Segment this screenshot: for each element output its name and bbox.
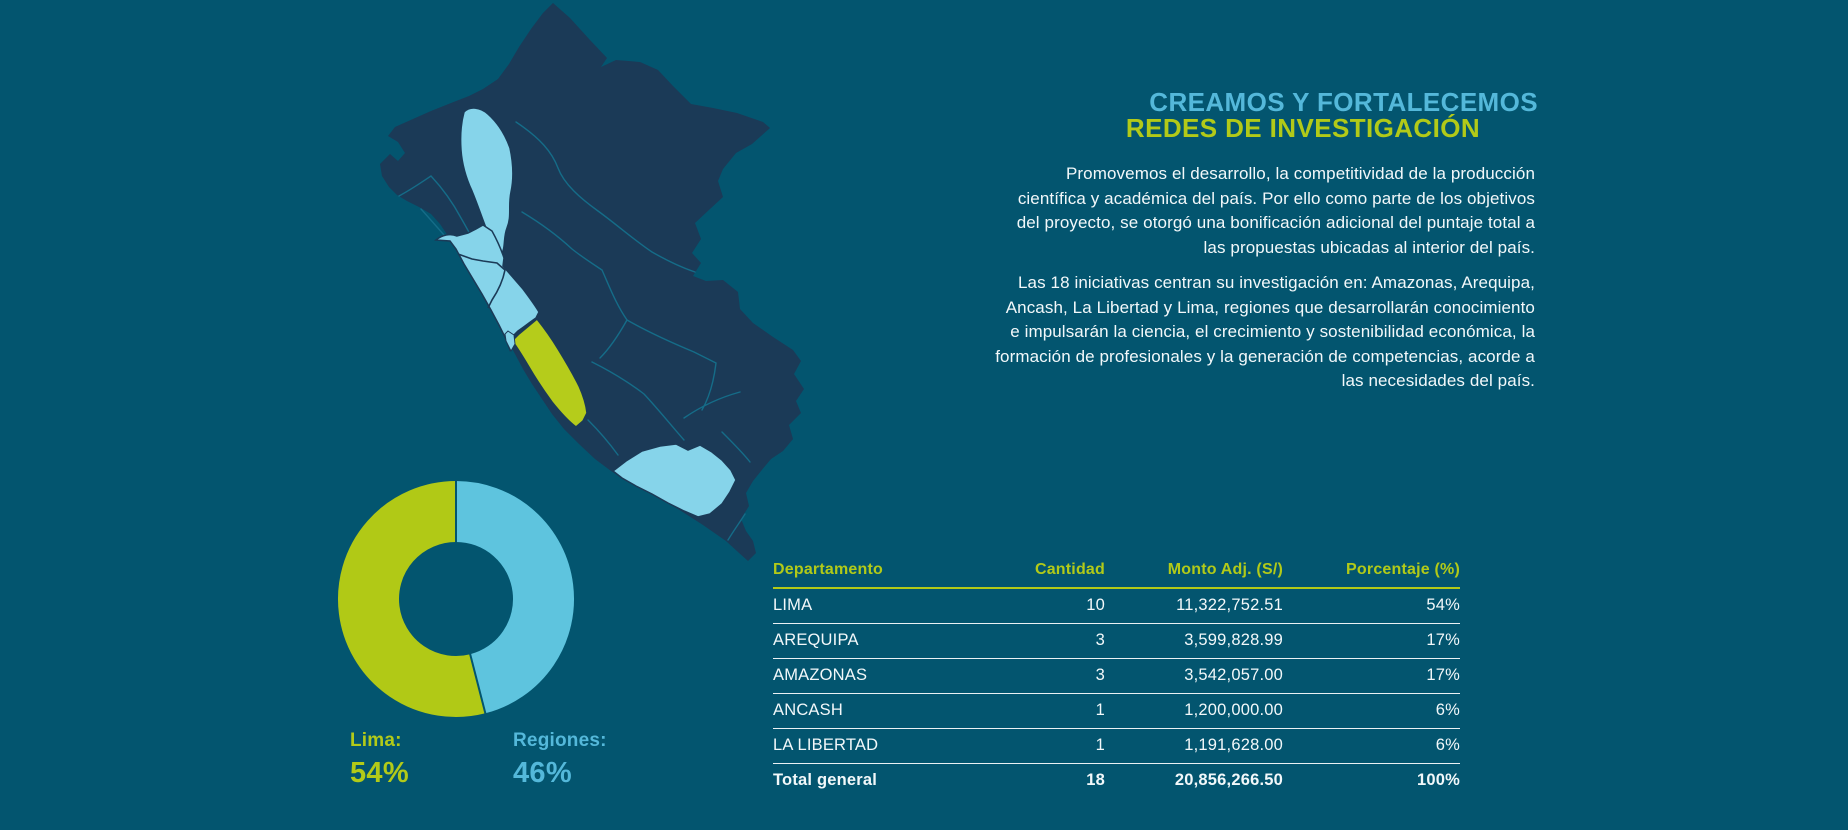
departments-table: Departamento Cantidad Monto Adj. (S/) Po…: [773, 556, 1460, 798]
header-monto: Monto Adj. (S/): [1105, 556, 1283, 589]
donut-chart: [338, 477, 574, 718]
cell-departamento: LIMA: [773, 588, 973, 624]
cell-monto: 1,200,000.00: [1105, 693, 1283, 729]
donut-slice-regiones: [454, 481, 574, 714]
table-header-row: Departamento Cantidad Monto Adj. (S/) Po…: [773, 556, 1460, 589]
cell-departamento: AMAZONAS: [773, 658, 973, 694]
donut-slice-separators: [455, 477, 488, 718]
region-arequipa: [611, 443, 737, 518]
department-borders: [398, 121, 751, 541]
header-cantidad: Cantidad: [973, 556, 1105, 589]
region-la-libertad-ancash: [434, 224, 540, 352]
peru-map: [380, 3, 804, 561]
cell-porcentaje: 6%: [1283, 728, 1460, 764]
legend-regiones-value: 46%: [513, 756, 572, 789]
cell-departamento: LA LIBERTAD: [773, 728, 973, 764]
cell-monto: 3,599,828.99: [1105, 623, 1283, 659]
cell-departamento: Total general: [773, 771, 878, 789]
region-lima: [512, 317, 588, 428]
cell-cantidad: 1: [973, 693, 1105, 729]
cell-porcentaje: 6%: [1283, 693, 1460, 729]
legend-lima-value: 54%: [350, 756, 409, 789]
cell-departamento: ANCASH: [773, 693, 973, 729]
description-text: Promovemos el desarrollo, la competitivi…: [995, 162, 1535, 405]
table-row: LA LIBERTAD 1 1,191,628.00 6%: [773, 728, 1460, 764]
cell-cantidad: 3: [973, 623, 1105, 659]
cell-cantidad: 10: [973, 588, 1105, 624]
table-row: ANCASH 1 1,200,000.00 6%: [773, 693, 1460, 729]
paragraph-1: Promovemos el desarrollo, la competitivi…: [1016, 164, 1535, 257]
paragraph-2: Las 18 iniciativas centran su investigac…: [995, 273, 1535, 390]
cell-monto: 1,191,628.00: [1105, 728, 1283, 764]
cell-cantidad: 18: [1086, 771, 1105, 789]
ancash-coastal-notch: [504, 330, 516, 353]
legend-lima-label: Lima:: [350, 730, 402, 751]
legend-lima: Lima: 54%: [350, 730, 409, 790]
header-departamento: Departamento: [773, 556, 973, 589]
cell-porcentaje: 100%: [1416, 771, 1460, 789]
cell-monto: 3,542,057.00: [1105, 658, 1283, 694]
donut-slice-lima: [338, 481, 486, 717]
departments-table-wrap: Departamento Cantidad Monto Adj. (S/) Po…: [773, 556, 1460, 798]
cell-porcentaje: 54%: [1283, 588, 1460, 624]
cell-monto: 20,856,266.50: [1174, 771, 1283, 789]
table-row: AREQUIPA 3 3,599,828.99 17%: [773, 623, 1460, 659]
page-title-line1: CREAMOS Y FORTALECEMOS: [1149, 87, 1538, 117]
table-total-row: Total general 18 20,856,266.50 100%: [773, 764, 1460, 799]
cell-monto: 11,322,752.51: [1105, 588, 1283, 624]
table-row: LIMA 10 11,322,752.51 54%: [773, 588, 1460, 624]
cell-cantidad: 1: [973, 728, 1105, 764]
cell-cantidad: 3: [973, 658, 1105, 694]
header-porcentaje: Porcentaje (%): [1283, 556, 1460, 589]
cell-departamento: AREQUIPA: [773, 623, 973, 659]
cell-porcentaje: 17%: [1283, 658, 1460, 694]
la-libertad-ancash-boundary: [457, 253, 506, 309]
cell-porcentaje: 17%: [1283, 623, 1460, 659]
region-amazonas: [459, 107, 514, 257]
table-row: AMAZONAS 3 3,542,057.00 17%: [773, 658, 1460, 694]
legend-regiones: Regiones: 46%: [513, 730, 607, 790]
legend-regiones-label: Regiones:: [513, 730, 607, 751]
page-title-line2: REDES DE INVESTIGACIÓN: [1125, 113, 1480, 143]
